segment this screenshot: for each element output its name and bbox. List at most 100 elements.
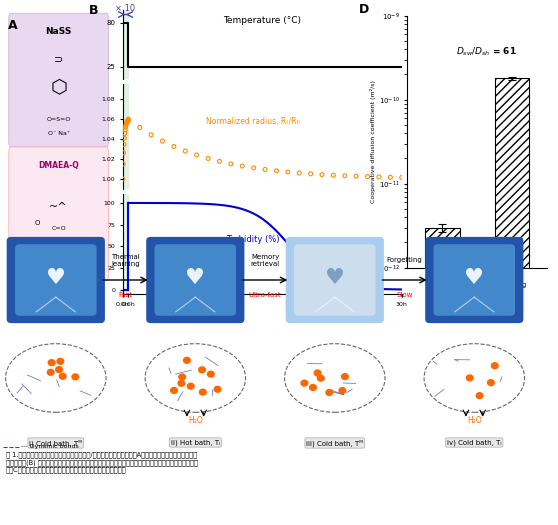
Text: N⁺: N⁺: [65, 259, 74, 265]
Y-axis label: Cooperative diffusion coefficient (m²/s): Cooperative diffusion coefficient (m²/s): [370, 80, 376, 203]
Point: [158, 137, 167, 145]
Text: O=S=O: O=S=O: [46, 117, 71, 122]
Text: B: B: [89, 4, 99, 17]
Point: [192, 151, 201, 159]
Circle shape: [184, 358, 190, 363]
Point: [204, 154, 213, 163]
Bar: [494, 78, 530, 525]
FancyBboxPatch shape: [7, 237, 105, 323]
Point: [215, 157, 224, 165]
Circle shape: [466, 375, 473, 381]
Circle shape: [492, 363, 498, 369]
Point: [124, 116, 133, 124]
Point: [123, 116, 132, 124]
Text: D: D: [358, 3, 369, 16]
Text: i) Cold bath, Tᴹ: i) Cold bath, Tᴹ: [30, 439, 82, 447]
Text: Forgetting: Forgetting: [387, 257, 422, 264]
Point: [352, 172, 360, 181]
Text: $D_{sw}/D_{sh}$ = 61: $D_{sw}/D_{sh}$ = 61: [456, 46, 517, 58]
Circle shape: [179, 374, 186, 380]
Text: H₂O: H₂O: [467, 416, 482, 425]
Bar: [123, 84, 128, 189]
Text: Thermal
learning: Thermal learning: [111, 254, 140, 267]
Bar: [123, 10, 128, 79]
Bar: [425, 228, 460, 525]
Text: Normalized radius, Rₜ/R₀: Normalized radius, Rₜ/R₀: [206, 117, 300, 126]
Point: [120, 134, 129, 142]
Circle shape: [214, 386, 221, 392]
Text: Turbidity (%): Turbidity (%): [226, 235, 280, 244]
Point: [329, 171, 338, 180]
Circle shape: [59, 373, 66, 379]
Text: Slow: Slow: [396, 292, 413, 298]
Text: Cl⁻: Cl⁻: [33, 256, 42, 261]
Circle shape: [208, 371, 214, 377]
Circle shape: [56, 366, 62, 373]
Circle shape: [49, 360, 55, 365]
Text: ~^: ~^: [49, 202, 68, 212]
Text: O: O: [35, 220, 40, 226]
Circle shape: [341, 374, 348, 380]
Point: [122, 119, 131, 128]
Point: [119, 149, 128, 157]
Point: [121, 123, 130, 131]
Point: [122, 121, 131, 129]
Text: Ultra-fast: Ultra-fast: [249, 292, 281, 298]
Point: [261, 165, 270, 174]
Circle shape: [488, 380, 494, 385]
Circle shape: [339, 387, 346, 394]
Point: [119, 140, 128, 149]
Point: [249, 164, 258, 172]
Circle shape: [187, 383, 194, 389]
Ellipse shape: [424, 344, 525, 412]
Text: ♥: ♥: [185, 268, 205, 288]
Text: --- Dynamic bonds: --- Dynamic bonds: [21, 444, 79, 449]
Point: [386, 173, 395, 182]
Circle shape: [477, 393, 483, 398]
Text: NaSS: NaSS: [45, 27, 72, 36]
FancyBboxPatch shape: [146, 237, 244, 323]
Point: [135, 123, 144, 132]
Point: [121, 129, 129, 138]
FancyBboxPatch shape: [15, 244, 97, 316]
Point: [363, 172, 372, 181]
FancyBboxPatch shape: [286, 237, 384, 323]
Point: [283, 168, 292, 176]
Circle shape: [326, 390, 333, 395]
Ellipse shape: [145, 344, 246, 412]
Text: ii) Hot bath, Tₗ: ii) Hot bath, Tₗ: [171, 439, 220, 446]
FancyBboxPatch shape: [294, 244, 376, 316]
Circle shape: [72, 374, 79, 380]
Text: A: A: [8, 19, 17, 32]
Point: [122, 118, 131, 127]
Ellipse shape: [285, 344, 385, 412]
Text: × 10: × 10: [116, 4, 136, 13]
Bar: [118, 10, 123, 79]
Text: ⬡: ⬡: [50, 78, 67, 97]
Text: Fast: Fast: [118, 292, 133, 298]
Point: [181, 147, 190, 155]
FancyBboxPatch shape: [425, 237, 523, 323]
Text: iii) Cold bath, Tᴹ: iii) Cold bath, Tᴹ: [306, 439, 363, 447]
Bar: [123, 194, 128, 294]
Circle shape: [199, 367, 205, 373]
Circle shape: [57, 359, 64, 364]
Text: Temperature (°C): Temperature (°C): [223, 16, 301, 25]
Point: [227, 160, 235, 168]
Point: [123, 118, 132, 126]
Circle shape: [301, 380, 308, 386]
Circle shape: [47, 370, 54, 375]
Circle shape: [314, 370, 321, 376]
Text: ♥: ♥: [46, 268, 66, 288]
Text: iv) Cold bath, Tₗ: iv) Cold bath, Tₗ: [447, 439, 502, 446]
Point: [318, 170, 326, 178]
FancyBboxPatch shape: [9, 147, 108, 281]
Text: ♥: ♥: [325, 268, 345, 288]
Point: [147, 131, 156, 139]
Point: [397, 173, 406, 182]
Text: ⊃: ⊃: [54, 55, 63, 65]
Point: [272, 166, 281, 175]
Text: O: O: [56, 242, 61, 248]
Text: H₂O: H₂O: [188, 416, 203, 425]
FancyBboxPatch shape: [9, 13, 108, 147]
